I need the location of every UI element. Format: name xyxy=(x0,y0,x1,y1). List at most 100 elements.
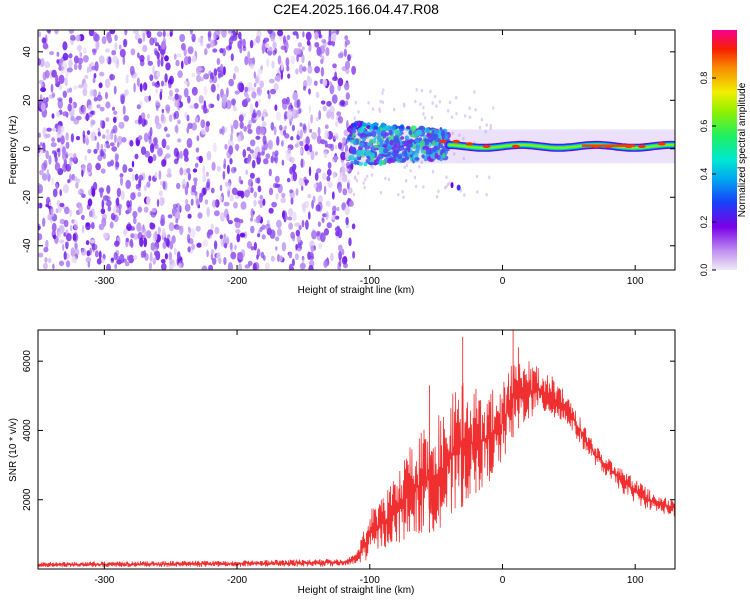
noise-blob xyxy=(187,172,192,181)
noise-blob xyxy=(274,150,279,157)
noise-blob xyxy=(293,163,297,170)
noise-blob xyxy=(65,260,71,268)
noise-blob xyxy=(51,127,57,132)
noise-blob xyxy=(187,233,191,244)
noise-blob xyxy=(85,113,89,122)
noise-blob xyxy=(57,137,61,143)
noise-blob xyxy=(54,162,61,172)
noise-blob xyxy=(159,91,163,101)
noise-blob xyxy=(301,54,305,64)
noise-blob xyxy=(176,251,181,260)
signal-peak xyxy=(511,144,520,148)
noise-blob xyxy=(107,205,112,212)
noise-blob xyxy=(331,32,337,42)
noise-blob xyxy=(114,160,119,171)
noise-blob xyxy=(337,52,344,59)
noise-blob xyxy=(288,252,293,259)
noise-blob xyxy=(264,42,270,48)
noise-blob xyxy=(152,65,155,74)
noise-blob xyxy=(191,55,197,63)
noise-blob xyxy=(139,83,143,92)
noise-blob xyxy=(363,185,366,190)
noise-blob xyxy=(39,169,44,176)
noise-blob xyxy=(420,160,423,164)
noise-blob xyxy=(250,139,256,147)
noise-blob xyxy=(136,104,141,110)
noise-blob xyxy=(140,250,145,258)
noise-blob xyxy=(233,167,237,172)
noise-blob xyxy=(158,170,162,180)
noise-blob xyxy=(55,183,59,190)
noise-blob xyxy=(262,255,266,261)
signal-peak xyxy=(452,139,460,144)
noise-blob xyxy=(73,63,78,71)
noise-blob xyxy=(129,199,132,208)
noise-blob xyxy=(189,30,193,35)
noise-blob xyxy=(238,31,242,40)
signal-blob xyxy=(362,122,367,127)
noise-blob xyxy=(87,198,93,207)
noise-blob xyxy=(65,141,70,149)
noise-blob xyxy=(418,164,421,169)
noise-blob xyxy=(56,51,60,57)
noise-blob xyxy=(310,150,315,161)
signal-blob xyxy=(401,150,408,157)
noise-blob xyxy=(93,148,98,154)
noise-blob xyxy=(137,204,143,215)
noise-blob xyxy=(326,109,332,119)
noise-blob xyxy=(47,257,52,264)
noise-blob xyxy=(259,80,265,89)
noise-blob xyxy=(316,230,321,237)
noise-blob xyxy=(233,201,238,209)
noise-blob xyxy=(257,151,261,158)
noise-blob xyxy=(59,202,65,208)
noise-blob xyxy=(335,30,340,35)
noise-blob xyxy=(73,118,80,125)
noise-blob xyxy=(149,251,153,262)
noise-blob xyxy=(207,32,211,42)
noise-blob xyxy=(300,147,303,155)
noise-blob xyxy=(125,237,130,243)
signal-blob xyxy=(371,145,375,151)
noise-blob xyxy=(249,103,254,114)
noise-blob xyxy=(186,114,190,122)
noise-blob xyxy=(284,125,287,131)
noise-blob xyxy=(113,206,116,215)
noise-blob xyxy=(77,189,81,196)
noise-blob xyxy=(249,149,254,154)
noise-blob xyxy=(148,175,152,182)
noise-blob xyxy=(45,239,49,249)
signal-blob xyxy=(400,136,405,140)
noise-blob xyxy=(341,248,345,256)
noise-blob xyxy=(78,63,82,71)
noise-blob xyxy=(286,109,293,120)
noise-blob xyxy=(63,219,69,228)
noise-blob xyxy=(315,117,319,122)
noise-blob xyxy=(332,76,338,82)
noise-blob xyxy=(237,190,243,197)
noise-blob xyxy=(134,173,139,181)
noise-blob xyxy=(168,251,173,261)
noise-blob xyxy=(147,113,150,119)
noise-blob xyxy=(357,171,360,175)
noise-blob xyxy=(160,57,164,67)
signal-blob xyxy=(394,147,401,152)
noise-blob xyxy=(159,196,165,207)
noise-blob xyxy=(155,42,159,47)
noise-blob xyxy=(320,58,324,64)
noise-blob xyxy=(316,185,322,193)
noise-blob xyxy=(174,88,180,93)
noise-blob xyxy=(305,136,310,146)
noise-blob xyxy=(210,83,216,93)
noise-blob xyxy=(203,100,206,109)
noise-blob xyxy=(268,168,272,177)
noise-blob xyxy=(316,168,322,174)
noise-blob xyxy=(227,262,233,270)
noise-blob xyxy=(91,110,96,116)
noise-blob xyxy=(39,94,43,101)
signal-blob xyxy=(347,137,355,141)
noise-blob xyxy=(310,114,313,124)
noise-blob xyxy=(468,115,472,119)
noise-blob xyxy=(301,46,305,51)
noise-blob xyxy=(338,258,342,267)
